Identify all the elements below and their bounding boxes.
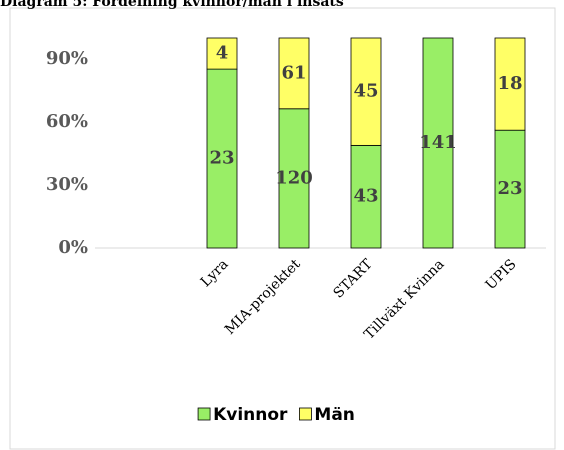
data-label: 4 — [216, 43, 229, 64]
bar-segment — [206, 68, 238, 249]
bar-segment — [494, 129, 526, 249]
y-tick-label: 30% — [46, 174, 88, 195]
data-label: 120 — [275, 167, 313, 188]
data-label: 18 — [497, 73, 522, 94]
y-tick-label: 0% — [58, 237, 88, 258]
legend-label: Män — [314, 405, 355, 425]
bar-segment — [350, 37, 382, 146]
data-label: 43 — [353, 186, 378, 207]
legend-swatch — [299, 407, 312, 421]
data-label: 141 — [419, 132, 457, 153]
bar-segment — [206, 37, 238, 70]
bar-segment — [350, 144, 382, 249]
data-label: 23 — [209, 148, 234, 169]
legend-swatch — [197, 407, 211, 421]
bar-segment — [422, 37, 454, 249]
y-tick-label: 60% — [46, 111, 88, 132]
legend-label: Kvinnor — [213, 405, 288, 425]
y-tick-label: 90% — [46, 48, 88, 69]
bar-segment — [278, 108, 310, 249]
bar-segment — [278, 37, 310, 110]
bar-segment — [494, 37, 526, 131]
data-label: 23 — [497, 178, 522, 199]
chart-title: Diagram 5: Fördelning kvinnor/män i insa… — [0, 0, 344, 10]
data-label: 45 — [353, 81, 378, 102]
data-label: 61 — [281, 62, 306, 83]
